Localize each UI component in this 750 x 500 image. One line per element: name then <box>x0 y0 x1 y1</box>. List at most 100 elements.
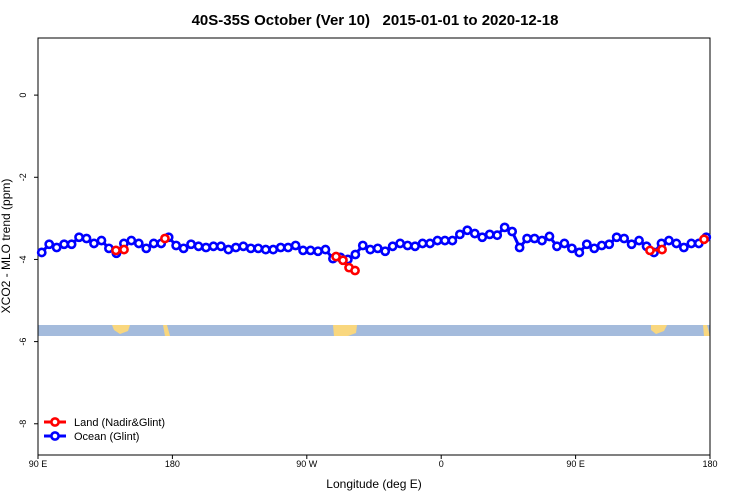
data-point <box>283 242 294 253</box>
ocean-band <box>38 325 710 336</box>
x-tick-label: 90 E <box>29 459 48 469</box>
data-point <box>275 242 286 253</box>
data-point <box>36 247 47 258</box>
x-tick-label: 180 <box>165 459 180 469</box>
data-point <box>245 243 256 254</box>
data-point <box>380 246 391 257</box>
data-point <box>395 238 406 249</box>
data-point <box>74 232 84 243</box>
data-point <box>447 235 458 246</box>
data-point <box>96 235 107 246</box>
data-point <box>645 245 655 256</box>
data-point <box>238 241 249 252</box>
data-point <box>432 235 443 246</box>
data-point <box>589 243 600 254</box>
data-point <box>223 244 234 255</box>
data-point <box>111 245 121 256</box>
data-point <box>253 243 264 254</box>
data-point <box>44 239 55 250</box>
data-point <box>440 235 450 246</box>
data-point <box>469 228 480 239</box>
data-point <box>59 239 70 250</box>
data-point <box>425 238 435 249</box>
data-point <box>350 265 360 276</box>
data-point <box>365 244 376 255</box>
data-point <box>160 233 170 244</box>
data-point <box>507 226 518 237</box>
data-point <box>462 225 473 236</box>
data-point <box>298 245 308 256</box>
data-point <box>119 244 129 255</box>
data-point <box>201 242 211 253</box>
data-point <box>410 241 420 252</box>
data-point <box>657 244 667 255</box>
data-point <box>522 233 532 244</box>
plot-frame <box>37 37 711 456</box>
x-tick-label: 180 <box>702 459 717 469</box>
data-point <box>141 243 152 254</box>
data-point <box>626 239 637 250</box>
x-tick-label: 90 E <box>566 459 585 469</box>
data-point <box>186 239 196 250</box>
land-shape <box>333 325 357 336</box>
legend: Land (Nadir&Glint) Ocean (Glint) <box>44 417 165 443</box>
legend-marker <box>50 417 60 427</box>
y-tick-label: -8 <box>18 420 28 428</box>
data-point <box>499 222 510 233</box>
data-point <box>89 238 99 249</box>
chart-title: 40S-35S October (Ver 10) 2015-01-01 to 2… <box>192 12 559 29</box>
land-shape <box>703 325 710 336</box>
series <box>36 222 712 265</box>
land-shape <box>651 325 667 334</box>
data-point <box>305 245 316 256</box>
data-point <box>126 235 137 246</box>
data-point <box>320 244 331 255</box>
data-point <box>686 238 697 249</box>
x-tick-label: 90 W <box>296 459 318 469</box>
data-point <box>604 239 615 250</box>
data-point <box>574 247 585 258</box>
data-point <box>514 242 525 253</box>
y-tick-label: -4 <box>18 255 28 263</box>
data-point <box>81 233 92 244</box>
data-point <box>477 232 488 243</box>
data-point <box>193 241 204 252</box>
data-point <box>544 231 555 242</box>
data-point <box>664 235 674 246</box>
data-point <box>402 240 413 251</box>
legend-label: Land (Nadir&Glint) <box>74 417 165 429</box>
data-point <box>338 255 348 266</box>
data-point <box>148 238 159 249</box>
data-point <box>51 242 62 253</box>
data-point <box>357 240 368 251</box>
data-point <box>331 251 341 262</box>
data-point <box>619 233 630 244</box>
data-point <box>313 246 323 257</box>
legend-marker <box>50 431 60 441</box>
y-axis-label: XCO2 - MLO trend (ppm) <box>0 179 13 314</box>
y-tick-label: 0 <box>18 93 28 98</box>
data-point <box>268 244 279 255</box>
y-tick-label: -6 <box>18 338 28 346</box>
series <box>111 233 709 276</box>
data-point <box>529 233 540 244</box>
data-point <box>552 241 562 252</box>
y-tick-label: -2 <box>18 173 28 181</box>
data-point <box>454 229 465 240</box>
data-point <box>484 229 495 240</box>
data-point <box>596 240 607 251</box>
data-point <box>178 243 189 254</box>
data-point <box>492 230 503 241</box>
data-point <box>634 235 644 246</box>
data-point <box>290 240 301 251</box>
x-axis-label: Longitude (deg E) <box>326 477 421 491</box>
data-point <box>208 241 219 252</box>
data-point <box>581 239 592 250</box>
data-point <box>133 238 144 249</box>
data-point <box>566 243 577 254</box>
data-point <box>678 242 689 253</box>
data-point <box>537 235 547 246</box>
data-point <box>350 249 361 260</box>
data-point <box>387 241 398 252</box>
